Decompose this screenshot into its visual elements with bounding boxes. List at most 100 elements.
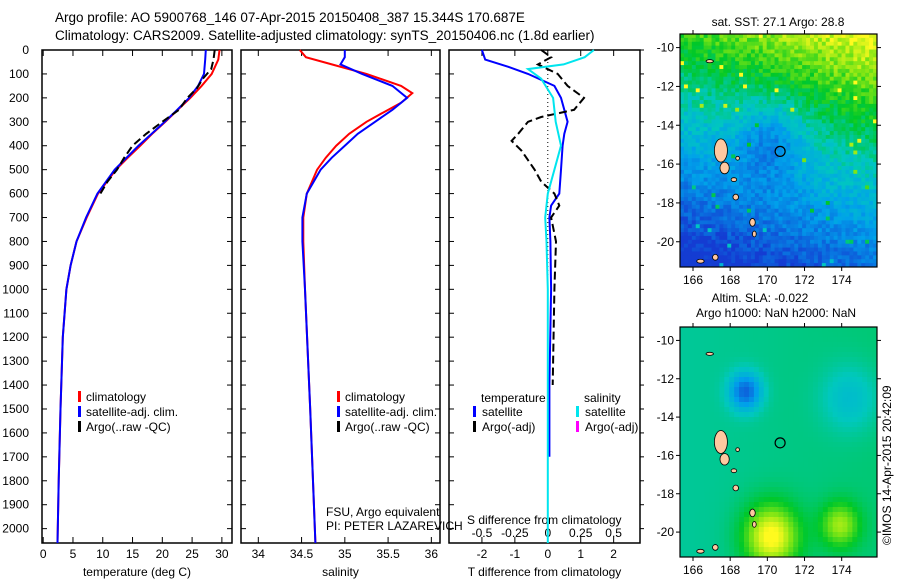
sst-cell [865, 235, 870, 241]
sst-cell [731, 80, 736, 85]
sst-cell [707, 142, 712, 148]
sst-cell [691, 119, 697, 124]
sla-cell [827, 482, 834, 488]
sla-cell [694, 342, 701, 348]
sla-cell [714, 487, 720, 493]
sst-cell [821, 88, 827, 93]
sst-cell [802, 92, 807, 97]
sla-cell [808, 327, 814, 333]
sst-cell [770, 100, 775, 105]
sla-cell [699, 537, 706, 543]
sst-cell [873, 72, 878, 78]
sla-cell [744, 382, 750, 388]
sst-cell [715, 243, 720, 248]
sst-cell [837, 72, 842, 78]
sst-cell [703, 115, 708, 120]
sla-cell [872, 387, 878, 393]
sst-cell [727, 162, 732, 167]
sst-cell [746, 228, 752, 233]
sla-cell [783, 472, 789, 478]
sst-cell [743, 228, 748, 233]
sst-cell [739, 166, 744, 171]
sla-cell [758, 417, 765, 423]
sla-cell [793, 522, 799, 528]
sst-cell [739, 208, 744, 214]
sst-cell [735, 103, 740, 109]
sla-cell [842, 472, 848, 478]
sst-cell [794, 103, 799, 109]
sst-cell [873, 189, 878, 194]
sst-cell [802, 158, 807, 163]
sst-cell [703, 193, 708, 198]
sst-cell [731, 34, 736, 39]
sst-cell [715, 263, 720, 268]
sst-cell [731, 251, 736, 256]
sst-cell [802, 169, 807, 175]
sla-cell [822, 352, 829, 358]
sla-cell [852, 472, 858, 478]
sst-cell [762, 146, 768, 151]
sla-cell [793, 452, 799, 458]
sst-cell [703, 100, 708, 105]
sst-cell [703, 228, 708, 233]
sst-cell [813, 107, 819, 113]
sst-cell [782, 204, 787, 210]
sst-cell [849, 150, 854, 155]
sla-cell [734, 367, 740, 373]
sla-cell [798, 357, 804, 363]
sla-cell [817, 497, 824, 503]
sst-cell [833, 220, 838, 225]
sla-cell [803, 467, 809, 473]
sst-cell [695, 255, 701, 260]
sst-cell [715, 251, 720, 256]
sla-cell [798, 482, 804, 488]
sst-cell [766, 65, 772, 70]
sst-cell [711, 84, 716, 89]
island-shape [749, 218, 756, 227]
sla-cell [724, 402, 730, 408]
sst-cell [699, 251, 705, 256]
sla-cell [798, 502, 804, 508]
sst-cell [813, 189, 819, 194]
sst-cell [778, 37, 783, 43]
sst-cell [857, 127, 862, 132]
sla-cell [748, 382, 755, 388]
sst-cell [845, 119, 850, 124]
sla-cell [709, 502, 715, 508]
sst-cell [711, 173, 716, 179]
sla-cell [812, 477, 819, 483]
sla-cell [812, 442, 819, 448]
sla-cell [768, 342, 774, 348]
sst-cell [727, 204, 732, 210]
sla-cell [719, 407, 725, 413]
sst-cell [841, 146, 846, 151]
sst-cell [817, 255, 823, 260]
sst-cell [786, 37, 791, 43]
sst-cell [691, 255, 697, 260]
sst-cell [802, 34, 807, 39]
sst-cell [825, 134, 831, 140]
sst-cell [746, 212, 752, 217]
sst-cell [774, 37, 779, 43]
sst-cell [743, 72, 748, 78]
sla-cell [862, 442, 868, 448]
sst-cell [817, 212, 823, 217]
sst-cell [750, 154, 756, 159]
sst-cell [845, 162, 850, 167]
sst-cell [837, 123, 842, 128]
sst-cell [810, 200, 815, 206]
sla-cell [783, 342, 789, 348]
sla-cell [857, 327, 863, 333]
sst-cell [739, 100, 744, 105]
sst-cell [794, 193, 799, 198]
sst-cell [794, 84, 799, 89]
sla-cell [734, 397, 740, 403]
sla-cell [827, 427, 834, 433]
sst-cell [774, 150, 779, 155]
sst-cell [857, 251, 862, 256]
sla-cell [847, 457, 853, 463]
sla-cell [709, 392, 715, 398]
sla-cell [808, 452, 814, 458]
sst-cell [683, 166, 689, 171]
sst-cell [837, 103, 842, 109]
